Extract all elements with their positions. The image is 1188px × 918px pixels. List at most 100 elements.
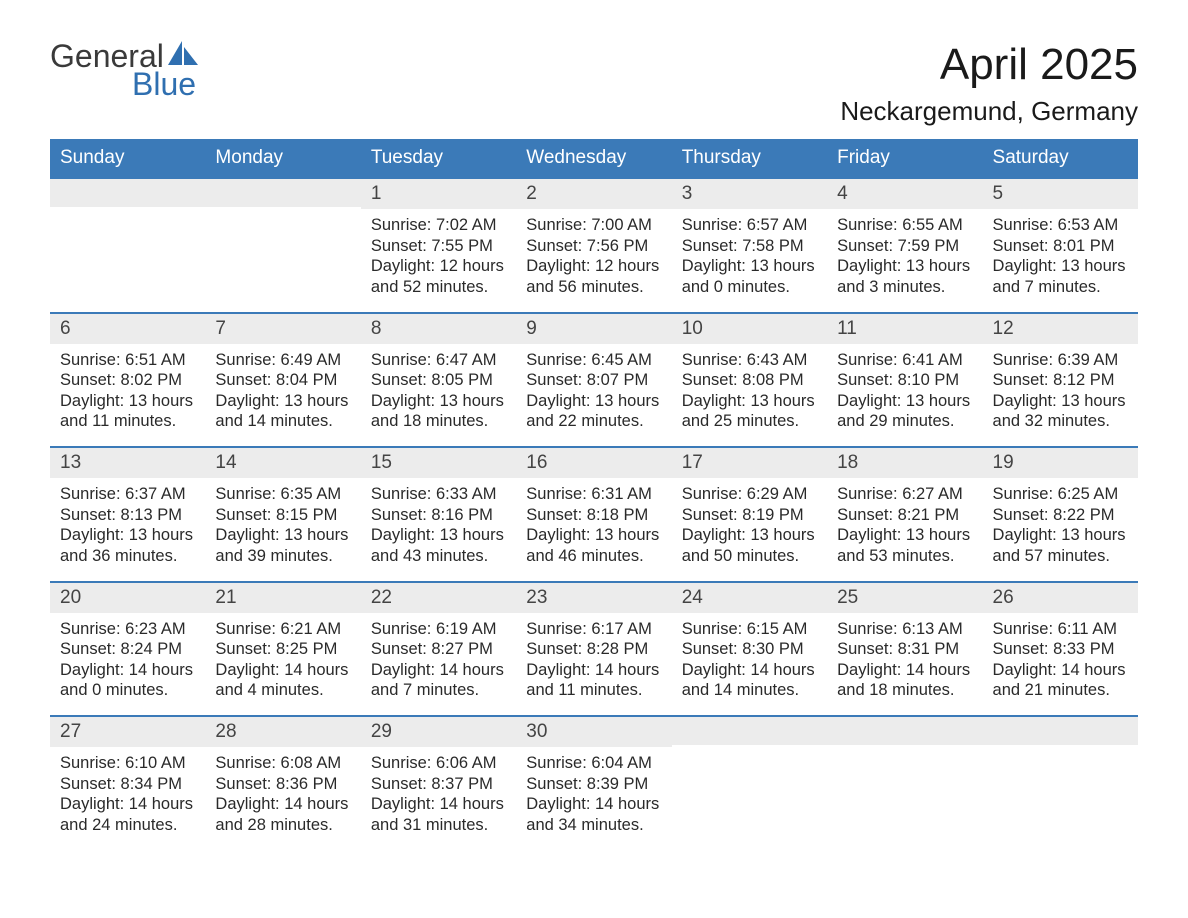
day-cell: 23Sunrise: 6:17 AMSunset: 8:28 PMDayligh… xyxy=(516,583,671,716)
day-number: 14 xyxy=(205,448,360,478)
day-cell: 8Sunrise: 6:47 AMSunset: 8:05 PMDaylight… xyxy=(361,314,516,447)
sunrise-text: Sunrise: 6:13 AM xyxy=(837,619,972,640)
sunset-text: Sunset: 8:02 PM xyxy=(60,370,195,391)
day-content: Sunrise: 6:19 AMSunset: 8:27 PMDaylight:… xyxy=(361,613,516,716)
header: General Blue April 2025 Neckargemund, Ge… xyxy=(50,40,1138,127)
day-number: 8 xyxy=(361,314,516,344)
day-content: Sunrise: 6:04 AMSunset: 8:39 PMDaylight:… xyxy=(516,747,671,850)
day-cell: 12Sunrise: 6:39 AMSunset: 8:12 PMDayligh… xyxy=(983,314,1138,447)
daylight-text-line2: and 22 minutes. xyxy=(526,411,661,432)
sunrise-text: Sunrise: 6:25 AM xyxy=(993,484,1128,505)
day-cell: 20Sunrise: 6:23 AMSunset: 8:24 PMDayligh… xyxy=(50,583,205,716)
daylight-text-line2: and 57 minutes. xyxy=(993,546,1128,567)
sunset-text: Sunset: 7:59 PM xyxy=(837,236,972,257)
day-content: Sunrise: 6:31 AMSunset: 8:18 PMDaylight:… xyxy=(516,478,671,581)
day-number: 6 xyxy=(50,314,205,344)
daylight-text-line1: Daylight: 13 hours xyxy=(682,525,817,546)
sunrise-text: Sunrise: 6:23 AM xyxy=(60,619,195,640)
daylight-text-line2: and 18 minutes. xyxy=(837,680,972,701)
day-number: 16 xyxy=(516,448,671,478)
day-cell: 24Sunrise: 6:15 AMSunset: 8:30 PMDayligh… xyxy=(672,583,827,716)
sunset-text: Sunset: 7:55 PM xyxy=(371,236,506,257)
day-number: 29 xyxy=(361,717,516,747)
weekday-header: Monday xyxy=(205,139,360,177)
daylight-text-line2: and 21 minutes. xyxy=(993,680,1128,701)
day-content: Sunrise: 7:00 AMSunset: 7:56 PMDaylight:… xyxy=(516,209,671,312)
day-content: Sunrise: 6:41 AMSunset: 8:10 PMDaylight:… xyxy=(827,344,982,447)
daylight-text-line1: Daylight: 14 hours xyxy=(215,794,350,815)
daylight-text-line1: Daylight: 13 hours xyxy=(60,525,195,546)
day-number: 18 xyxy=(827,448,982,478)
day-number: 20 xyxy=(50,583,205,613)
day-number: 12 xyxy=(983,314,1138,344)
daylight-text-line1: Daylight: 13 hours xyxy=(837,256,972,277)
logo-text-blue: Blue xyxy=(50,68,198,100)
day-number: 26 xyxy=(983,583,1138,613)
daylight-text-line2: and 52 minutes. xyxy=(371,277,506,298)
daylight-text-line2: and 3 minutes. xyxy=(837,277,972,298)
daylight-text-line2: and 18 minutes. xyxy=(371,411,506,432)
daylight-text-line1: Daylight: 13 hours xyxy=(993,256,1128,277)
logo: General Blue xyxy=(50,40,198,100)
sunset-text: Sunset: 8:21 PM xyxy=(837,505,972,526)
daylight-text-line2: and 24 minutes. xyxy=(60,815,195,836)
daylight-text-line2: and 50 minutes. xyxy=(682,546,817,567)
day-number: 30 xyxy=(516,717,671,747)
weekday-header: Wednesday xyxy=(516,139,671,177)
sunset-text: Sunset: 8:37 PM xyxy=(371,774,506,795)
daylight-text-line2: and 46 minutes. xyxy=(526,546,661,567)
day-content: Sunrise: 6:57 AMSunset: 7:58 PMDaylight:… xyxy=(672,209,827,312)
sunset-text: Sunset: 8:36 PM xyxy=(215,774,350,795)
day-cell: 26Sunrise: 6:11 AMSunset: 8:33 PMDayligh… xyxy=(983,583,1138,716)
sunset-text: Sunset: 8:18 PM xyxy=(526,505,661,526)
sunrise-text: Sunrise: 6:31 AM xyxy=(526,484,661,505)
sunset-text: Sunset: 8:22 PM xyxy=(993,505,1128,526)
daylight-text-line1: Daylight: 13 hours xyxy=(682,391,817,412)
day-content: Sunrise: 6:51 AMSunset: 8:02 PMDaylight:… xyxy=(50,344,205,447)
day-content: Sunrise: 6:35 AMSunset: 8:15 PMDaylight:… xyxy=(205,478,360,581)
day-number: 5 xyxy=(983,179,1138,209)
day-content: Sunrise: 6:37 AMSunset: 8:13 PMDaylight:… xyxy=(50,478,205,581)
day-number: 10 xyxy=(672,314,827,344)
daylight-text-line1: Daylight: 14 hours xyxy=(837,660,972,681)
sunset-text: Sunset: 8:28 PM xyxy=(526,639,661,660)
daylight-text-line1: Daylight: 12 hours xyxy=(526,256,661,277)
day-cell: 5Sunrise: 6:53 AMSunset: 8:01 PMDaylight… xyxy=(983,179,1138,312)
daylight-text-line2: and 32 minutes. xyxy=(993,411,1128,432)
day-cell: 19Sunrise: 6:25 AMSunset: 8:22 PMDayligh… xyxy=(983,448,1138,581)
daylight-text-line1: Daylight: 13 hours xyxy=(215,525,350,546)
daylight-text-line1: Daylight: 13 hours xyxy=(526,525,661,546)
daylight-text-line1: Daylight: 14 hours xyxy=(60,794,195,815)
day-cell xyxy=(672,717,827,850)
day-content: Sunrise: 6:13 AMSunset: 8:31 PMDaylight:… xyxy=(827,613,982,716)
day-cell: 30Sunrise: 6:04 AMSunset: 8:39 PMDayligh… xyxy=(516,717,671,850)
day-content: Sunrise: 6:55 AMSunset: 7:59 PMDaylight:… xyxy=(827,209,982,312)
day-content: Sunrise: 6:39 AMSunset: 8:12 PMDaylight:… xyxy=(983,344,1138,447)
daylight-text-line2: and 43 minutes. xyxy=(371,546,506,567)
day-cell: 27Sunrise: 6:10 AMSunset: 8:34 PMDayligh… xyxy=(50,717,205,850)
day-content: Sunrise: 6:45 AMSunset: 8:07 PMDaylight:… xyxy=(516,344,671,447)
daylight-text-line1: Daylight: 13 hours xyxy=(526,391,661,412)
daylight-text-line2: and 11 minutes. xyxy=(60,411,195,432)
sunrise-text: Sunrise: 6:10 AM xyxy=(60,753,195,774)
weekday-header: Friday xyxy=(827,139,982,177)
day-number: 22 xyxy=(361,583,516,613)
daylight-text-line2: and 29 minutes. xyxy=(837,411,972,432)
sunset-text: Sunset: 8:30 PM xyxy=(682,639,817,660)
sunrise-text: Sunrise: 6:08 AM xyxy=(215,753,350,774)
sunrise-text: Sunrise: 6:53 AM xyxy=(993,215,1128,236)
sunrise-text: Sunrise: 6:51 AM xyxy=(60,350,195,371)
sunrise-text: Sunrise: 6:33 AM xyxy=(371,484,506,505)
weeks-container: 1Sunrise: 7:02 AMSunset: 7:55 PMDaylight… xyxy=(50,177,1138,850)
day-number: 25 xyxy=(827,583,982,613)
daylight-text-line2: and 0 minutes. xyxy=(60,680,195,701)
sunset-text: Sunset: 8:27 PM xyxy=(371,639,506,660)
sunrise-text: Sunrise: 6:39 AM xyxy=(993,350,1128,371)
weekday-header-row: SundayMondayTuesdayWednesdayThursdayFrid… xyxy=(50,139,1138,177)
day-number: 2 xyxy=(516,179,671,209)
weekday-header: Saturday xyxy=(983,139,1138,177)
day-content: Sunrise: 6:17 AMSunset: 8:28 PMDaylight:… xyxy=(516,613,671,716)
day-cell: 17Sunrise: 6:29 AMSunset: 8:19 PMDayligh… xyxy=(672,448,827,581)
day-content: Sunrise: 6:23 AMSunset: 8:24 PMDaylight:… xyxy=(50,613,205,716)
day-cell: 22Sunrise: 6:19 AMSunset: 8:27 PMDayligh… xyxy=(361,583,516,716)
